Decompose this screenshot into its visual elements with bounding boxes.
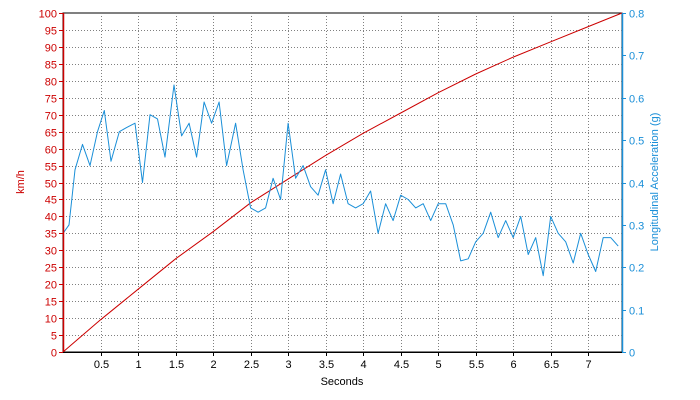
left-tick-label: 40 — [45, 212, 57, 224]
left-tick-label: 15 — [45, 297, 57, 309]
left-tick-label: 75 — [45, 94, 57, 106]
ticks-layer: 0510152025303540455055606570758085909510… — [39, 9, 645, 372]
x-tick-label: 1 — [135, 359, 141, 371]
x-tick-label: 3.5 — [319, 359, 334, 371]
left-tick-label: 25 — [45, 263, 57, 275]
left-tick-label: 35 — [45, 229, 57, 241]
left-tick-label: 90 — [45, 43, 57, 55]
left-tick-label: 85 — [45, 60, 57, 72]
right-tick-label: 0.2 — [629, 263, 644, 275]
x-tick-label: 3 — [285, 359, 291, 371]
right-axis-title: Longitudinal Acceleration (g) — [649, 113, 661, 252]
left-tick-label: 20 — [45, 280, 57, 292]
left-tick-label: 55 — [45, 162, 57, 174]
x-tick-label: 4 — [360, 359, 366, 371]
right-tick-label: 0.5 — [629, 136, 644, 148]
x-tick-label: 5 — [435, 359, 441, 371]
right-tick-label: 0.6 — [629, 94, 644, 106]
x-tick-label: 0.5 — [94, 359, 109, 371]
acceleration-line — [62, 84, 619, 277]
x-tick-label: 4.5 — [394, 359, 409, 371]
x-tick-label: 1.5 — [169, 359, 184, 371]
speed-line — [62, 12, 623, 353]
x-tick-label: 2.5 — [244, 359, 259, 371]
x-tick-label: 2 — [210, 359, 216, 371]
left-tick-label: 60 — [45, 145, 57, 157]
left-tick-label: 50 — [45, 179, 57, 191]
left-tick-label: 80 — [45, 77, 57, 89]
series-layer — [62, 12, 623, 353]
right-tick-label: 0.3 — [629, 221, 644, 233]
right-tick-label: 0.1 — [629, 306, 644, 318]
right-tick-label: 0.7 — [629, 51, 644, 63]
right-tick-label: 0.4 — [629, 179, 644, 191]
x-tick-label: 7 — [585, 359, 591, 371]
left-axis-title: km/h — [15, 170, 27, 194]
right-tick-label: 0.8 — [629, 9, 644, 21]
x-tick-label: 6.5 — [544, 359, 559, 371]
left-tick-label: 10 — [45, 314, 57, 326]
left-tick-label: 65 — [45, 128, 57, 140]
left-tick-label: 70 — [45, 111, 57, 123]
axes-layer — [62, 13, 624, 353]
x-axis-title: Seconds — [321, 376, 364, 388]
x-tick-label: 6 — [510, 359, 516, 371]
right-tick-label: 0 — [629, 348, 635, 360]
grid-layer — [62, 12, 623, 353]
left-tick-label: 95 — [45, 26, 57, 38]
x-tick-label: 5.5 — [469, 359, 484, 371]
left-tick-label: 45 — [45, 195, 57, 207]
left-tick-label: 100 — [39, 9, 57, 21]
left-tick-label: 5 — [51, 331, 57, 343]
left-tick-label: 30 — [45, 246, 57, 258]
left-tick-label: 0 — [51, 348, 57, 360]
